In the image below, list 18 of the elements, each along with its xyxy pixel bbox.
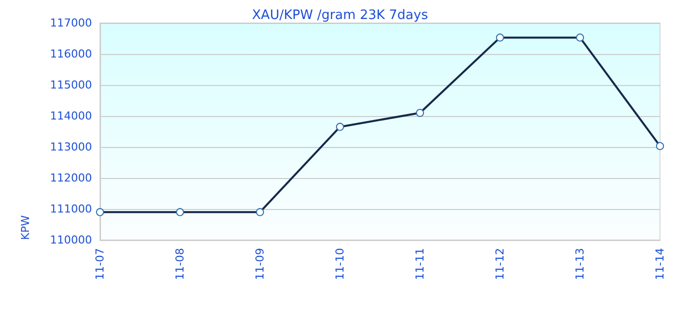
y-tick-label: 110000 — [50, 234, 92, 246]
x-tick-label: 11-08 — [174, 248, 186, 280]
y-tick-label: 112000 — [50, 172, 92, 184]
x-tick-label: 11-10 — [334, 248, 346, 280]
x-tick-label: 11-11 — [414, 248, 426, 280]
y-tick-label: 111000 — [50, 202, 92, 216]
y-tick-label: 115000 — [50, 78, 92, 92]
x-tick-label: 11-07 — [94, 248, 106, 280]
x-tick-label: 11-14 — [654, 248, 666, 280]
y-tick-label: 116000 — [50, 48, 92, 60]
x-tick-label: 11-13 — [574, 248, 586, 280]
y-tick-label: 114000 — [50, 110, 92, 122]
y-tick-label: 113000 — [50, 140, 92, 154]
y-tick-label: 117000 — [50, 16, 92, 30]
x-tick-label: 11-09 — [254, 248, 266, 280]
chart-title: XAU/KPW /gram 23K 7days — [252, 8, 428, 23]
x-tick-label: 11-12 — [494, 248, 506, 280]
y-axis-title: KPW — [19, 215, 32, 240]
